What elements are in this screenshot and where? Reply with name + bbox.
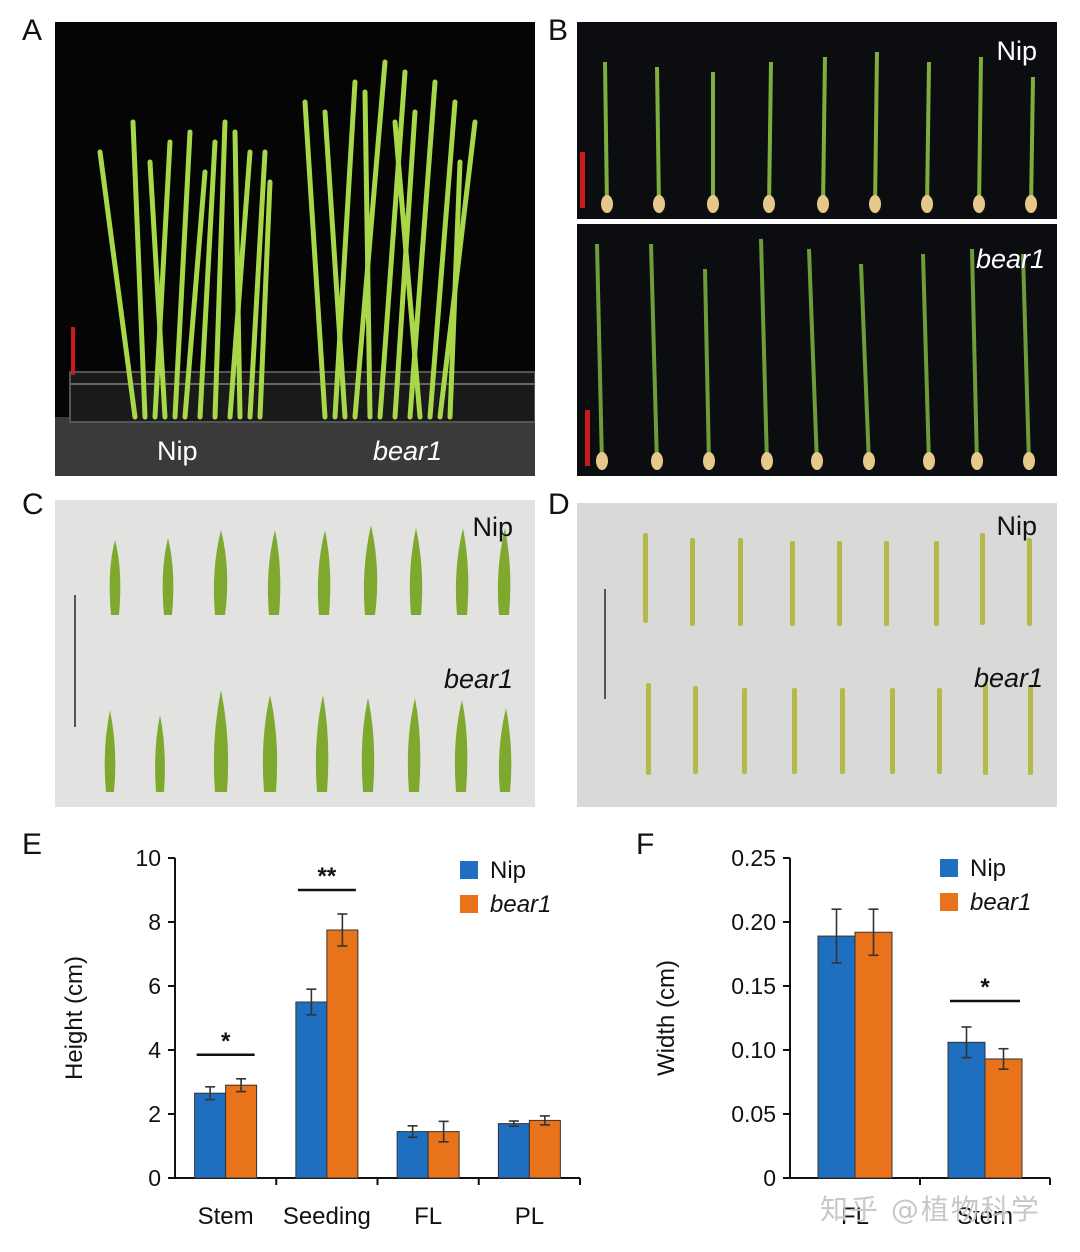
bar-nip-pl [497, 1123, 530, 1179]
y-tick-label: 0.25 [731, 845, 776, 871]
y-tick-label: 8 [148, 909, 161, 935]
y-tick-label: 0.05 [731, 1101, 776, 1127]
seedling-tray-illustration [55, 59, 535, 476]
photo-b-label-bear1: bear1 [975, 244, 1045, 274]
y-tick-label: 0 [148, 1165, 161, 1191]
panel-letter-c: C [22, 488, 44, 521]
photo-a-label-nip: Nip [157, 436, 198, 466]
legend-swatch-bear1 [940, 893, 958, 911]
x-tick-label-seeding: Seeding [283, 1203, 371, 1230]
photo-b-label-nip: Nip [996, 36, 1037, 66]
photo-d-label-nip: Nip [996, 511, 1037, 541]
panel-letter-b: B [548, 14, 569, 47]
y-tick-label: 10 [135, 845, 161, 871]
y-axis-label: Width (cm) [653, 960, 680, 1076]
photo-a-label-bear1: bear1 [373, 436, 443, 466]
bar-nip-seeding [295, 1001, 328, 1179]
x-tick-label-fl: FL [841, 1203, 869, 1230]
x-tick-label-pl: PL [515, 1203, 544, 1230]
chart-f-svg: 0 0.05 0.10 0.15 0.20 0.25 Width (cm) FL Stem * Ni… [653, 845, 1051, 1230]
legend-swatch-nip [460, 861, 478, 879]
bar-bear1-stem [225, 1084, 258, 1179]
bar-nip-fl [396, 1131, 429, 1179]
seedlings-nip-illustration [580, 51, 1037, 213]
chart-e: 0 2 4 6 8 10 Height (cm) Stem * Seeding ** FL PL Nip b… [60, 840, 600, 1240]
photo-panel-b-top: Nip [577, 22, 1057, 219]
photo-c-label-nip: Nip [472, 512, 513, 542]
y-axis-label: Height (cm) [61, 956, 88, 1080]
panel-letter-e: E [22, 828, 43, 861]
photo-panel-b-bottom: bear1 [577, 224, 1057, 476]
photo-panel-d: Nip bear1 [577, 503, 1057, 807]
photo-d-label-bear1: bear1 [973, 663, 1043, 693]
bar-nip-stem [947, 1041, 986, 1179]
photo-c-label-bear1: bear1 [443, 664, 513, 694]
y-tick-label: 2 [148, 1101, 161, 1127]
x-tick-label-fl: FL [414, 1203, 442, 1230]
bar-bear1-seeding [326, 929, 359, 1179]
significance-marker: * [221, 1028, 231, 1055]
leaves-c-illustration [74, 525, 512, 792]
legend-label-nip: Nip [970, 855, 1006, 882]
significance-marker: ** [318, 863, 337, 890]
bar-bear1-pl [528, 1119, 561, 1179]
chart-f: 0 0.05 0.10 0.15 0.20 0.25 Width (cm) FL Stem * Ni… [650, 840, 1070, 1240]
y-tick-label: 6 [148, 973, 161, 999]
significance-marker: * [980, 974, 990, 1001]
bar-bear1-fl [854, 931, 893, 1179]
y-tick-label: 0.20 [731, 909, 776, 935]
y-tick-label: 0.15 [731, 973, 776, 999]
bar-nip-stem [194, 1092, 227, 1179]
watermark: 知乎 @植物科学 [820, 1193, 1041, 1226]
chart-e-svg: 0 2 4 6 8 10 Height (cm) Stem * Seeding ** FL PL Nip b… [61, 845, 581, 1230]
legend-label-bear1: bear1 [490, 891, 551, 918]
photo-panel-c: Nip bear1 [55, 500, 535, 807]
y-tick-label: 0.10 [731, 1037, 776, 1063]
photo-panel-a: Nip bear1 [55, 22, 535, 476]
legend-swatch-bear1 [460, 895, 478, 913]
legend-swatch-nip [940, 859, 958, 877]
y-tick-label: 4 [148, 1037, 161, 1063]
x-tick-label-stem: Stem [957, 1203, 1013, 1230]
y-tick-label: 0 [763, 1165, 776, 1191]
bar-bear1-stem [984, 1058, 1023, 1179]
seedlings-bear1-illustration [585, 238, 1035, 470]
panel-letter-f: F [636, 828, 655, 861]
legend-label-bear1: bear1 [970, 889, 1031, 916]
x-tick-label-stem: Stem [198, 1203, 254, 1230]
panel-letter-d: D [548, 488, 570, 521]
legend-label-nip: Nip [490, 857, 526, 884]
leaves-d-illustration [604, 533, 1033, 775]
bar-nip-fl [817, 935, 856, 1179]
panel-letter-a: A [22, 14, 43, 47]
